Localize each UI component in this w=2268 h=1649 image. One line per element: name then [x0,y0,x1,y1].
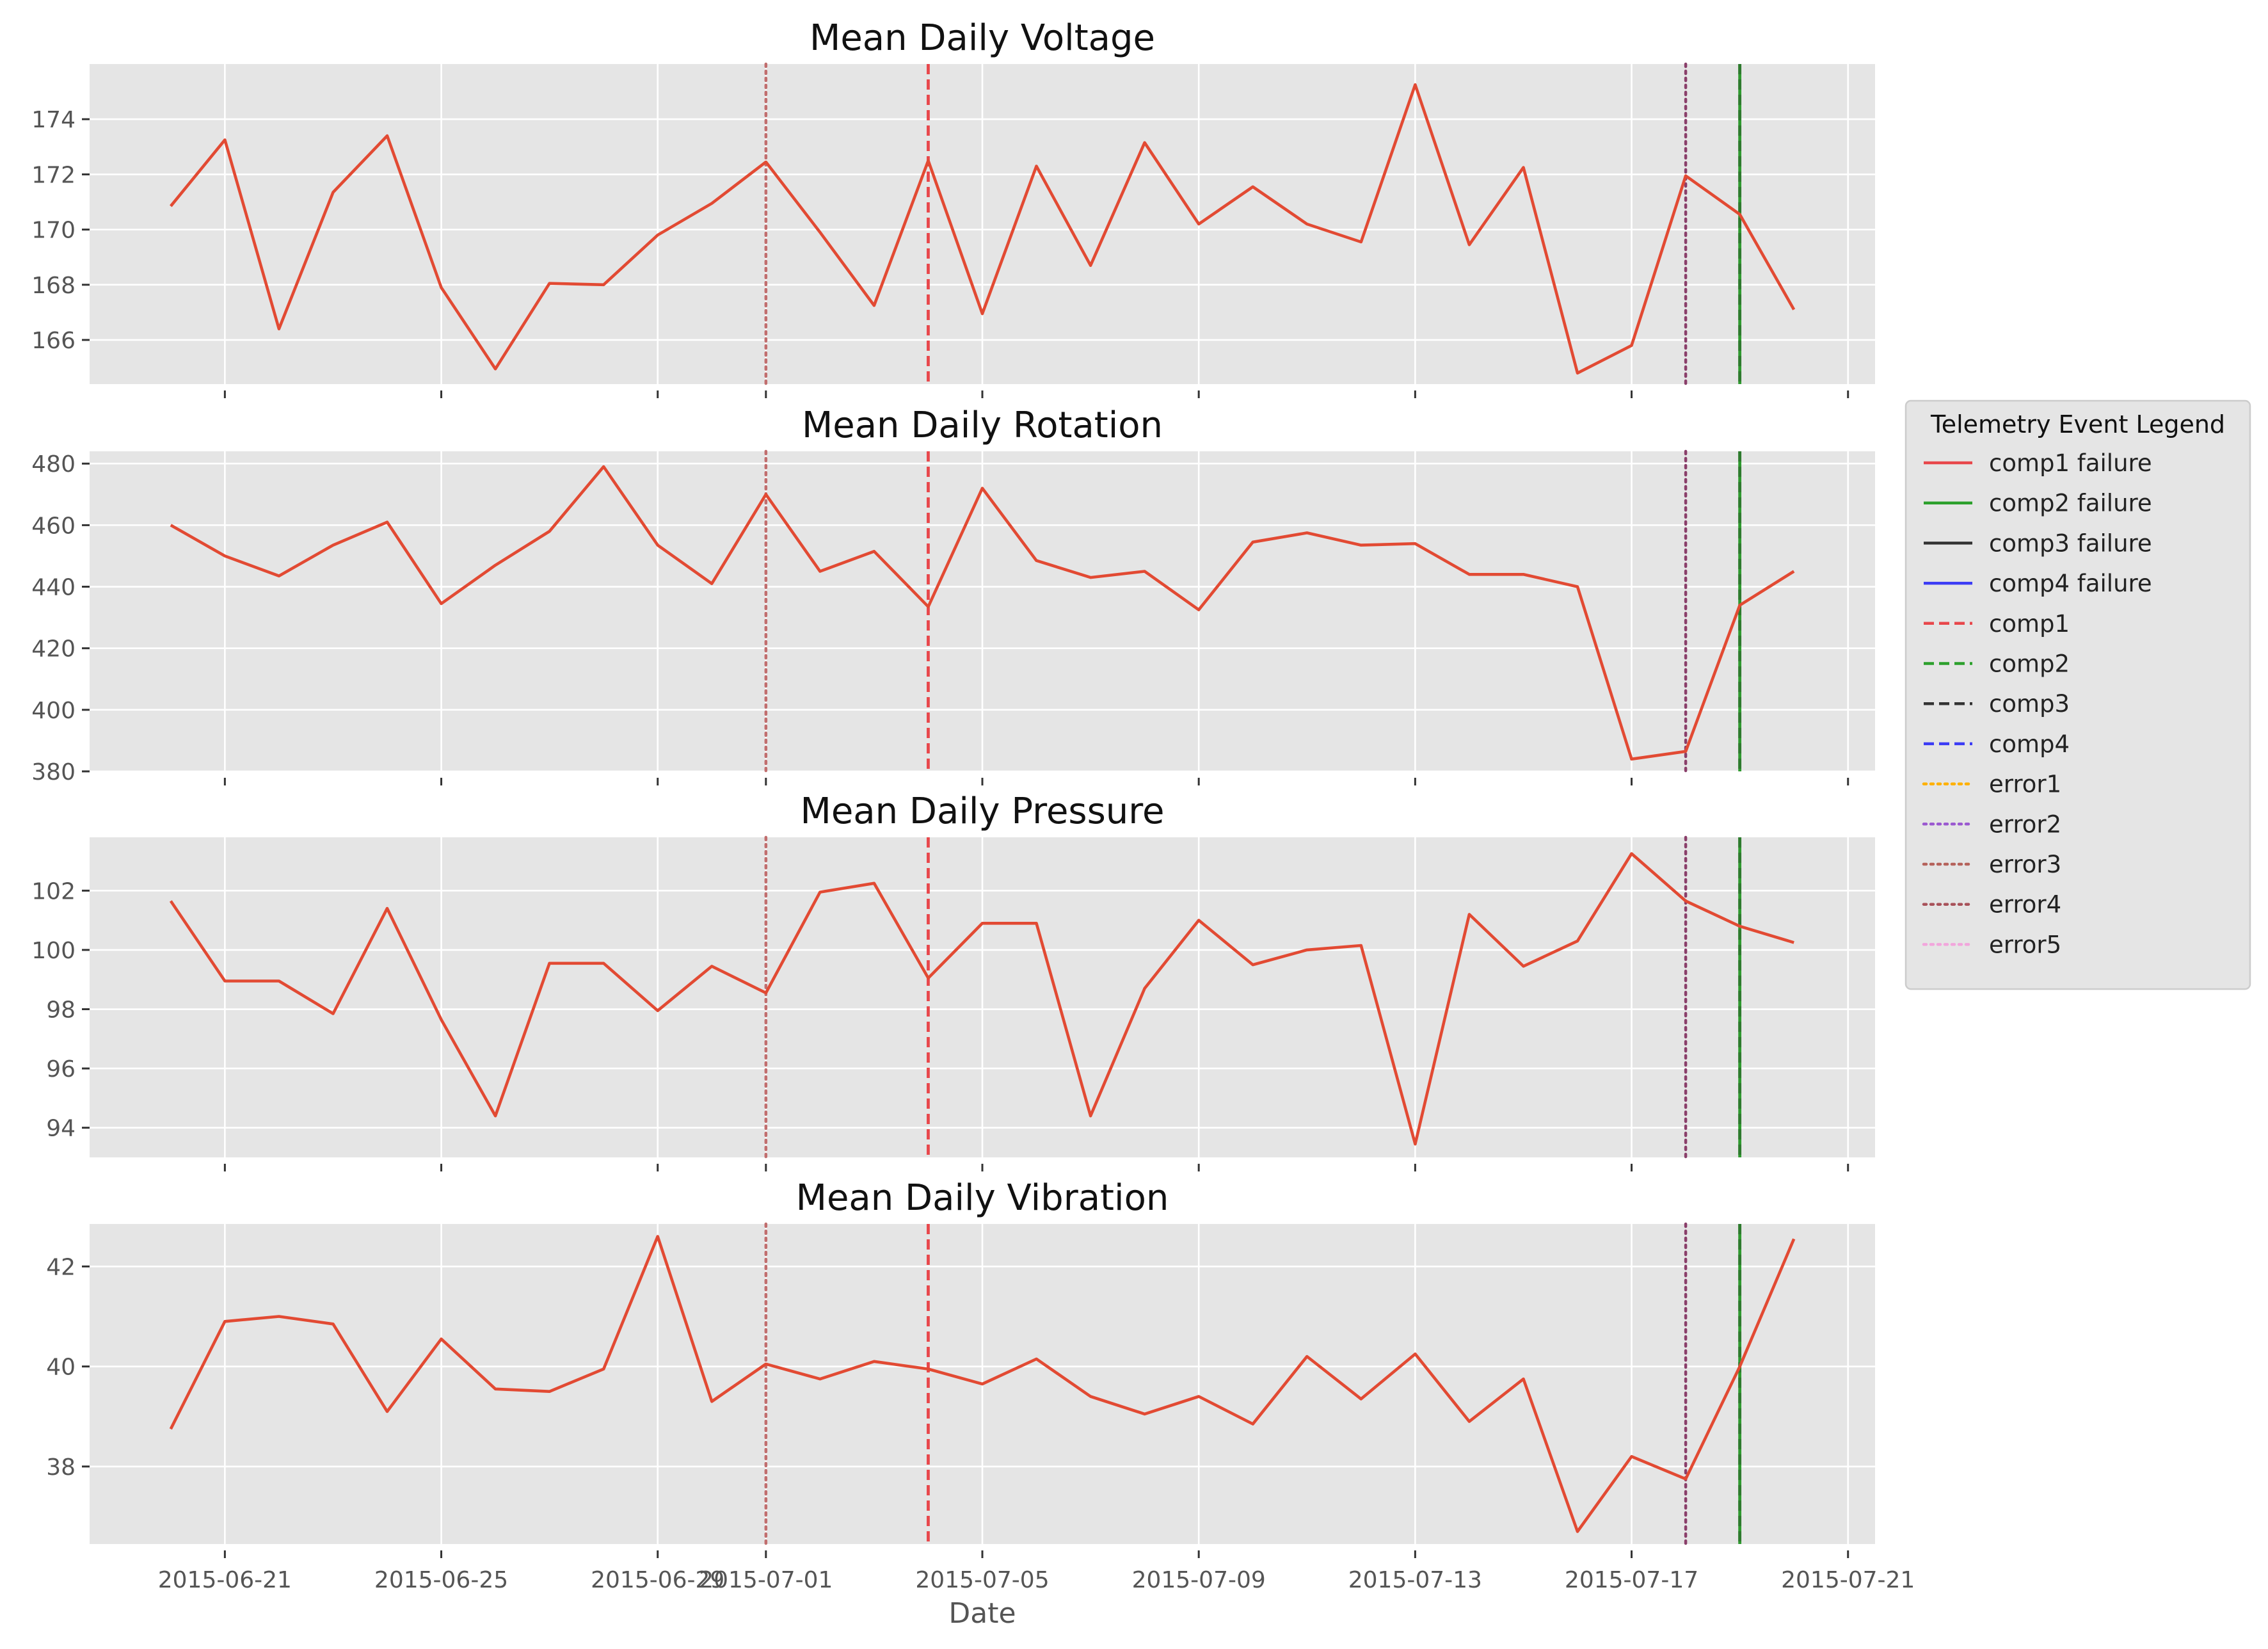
panel-title: Mean Daily Pressure [801,791,1165,832]
series-line [169,1235,1796,1533]
y-tick-label: 420 [31,636,76,663]
y-tick-label: 174 [31,107,76,133]
y-tick-label: 380 [31,759,76,785]
legend-label: comp3 failure [1989,529,2152,557]
x-tick-label: 2015-07-09 [1132,1567,1266,1593]
panel-1: 166 168 170 172 174 Mean Daily Voltage [31,17,1875,398]
legend-label: comp1 [1989,610,2070,638]
panel-title: Mean Daily Rotation [802,405,1163,446]
y-tick-label: 38 [46,1454,76,1481]
x-tick-label: 2015-07-17 [1565,1567,1698,1593]
y-tick-label: 94 [46,1116,76,1142]
panel-title: Mean Daily Voltage [810,17,1155,59]
x-tick-label: 2015-07-05 [915,1567,1049,1593]
y-tick-label: 40 [46,1355,76,1381]
x-tick-label: 2015-06-21 [158,1567,292,1593]
x-axis-label: Date [948,1597,1016,1630]
y-tick-label: 166 [31,328,76,354]
legend: Telemetry Event Legend comp1 failure comp2… [1905,399,2251,990]
y-tick-label: 168 [31,273,76,299]
x-tick-label: 2015-07-21 [1781,1567,1915,1593]
x-tick-label: 2015-07-13 [1348,1567,1482,1593]
panel-4: 38 40 42 Mean Daily Vibration [46,1177,1875,1558]
legend-label: error1 [1989,771,2061,798]
y-tick-label: 400 [31,698,76,724]
y-tick-label: 42 [46,1254,76,1280]
legend-label: comp4 failure [1989,570,2152,597]
panel-title: Mean Daily Vibration [796,1177,1169,1219]
x-tick-label: 2015-06-25 [374,1567,508,1593]
legend-label: comp2 [1989,650,2070,678]
legend-label: error4 [1989,891,2061,919]
y-tick-label: 460 [31,513,76,539]
series-line [169,852,1794,1146]
legend-label: comp3 [1989,690,2070,718]
series-line [170,465,1795,761]
chart-panels: 166 168 170 172 174 Mean Daily Voltage 380 400 4… [31,17,1915,1593]
y-tick-label: 100 [31,938,76,964]
legend-label: error5 [1989,931,2061,958]
y-tick-label: 172 [31,162,76,188]
legend-title: Telemetry Event Legend [1930,410,2225,438]
y-tick-label: 440 [31,575,76,601]
legend-label: error3 [1989,851,2061,878]
y-tick-label: 98 [46,997,76,1024]
series-line [170,83,1796,375]
x-tick-label: 2015-06-29 [591,1567,724,1593]
legend-frame [1905,399,2251,990]
y-tick-label: 96 [46,1056,76,1082]
legend-label: comp1 failure [1989,449,2152,477]
panel-3: 94 96 98 100 102 Mean Daily Pressure [31,791,1875,1171]
x-tick-label: 2015-07-01 [699,1567,833,1593]
y-tick-label: 102 [31,878,76,905]
legend-label: comp4 [1989,730,2070,758]
panel-2: 380 400 420 440 460 480 Mean Daily Rotation [31,405,1875,785]
y-tick-label: 170 [31,218,76,244]
legend-label: comp2 failure [1989,490,2152,517]
y-tick-label: 480 [31,451,76,478]
legend-label: error2 [1989,810,2061,838]
x-tick-labels: 2015-06-21 2015-06-25 2015-06-292015-07-01… [158,1567,1915,1593]
